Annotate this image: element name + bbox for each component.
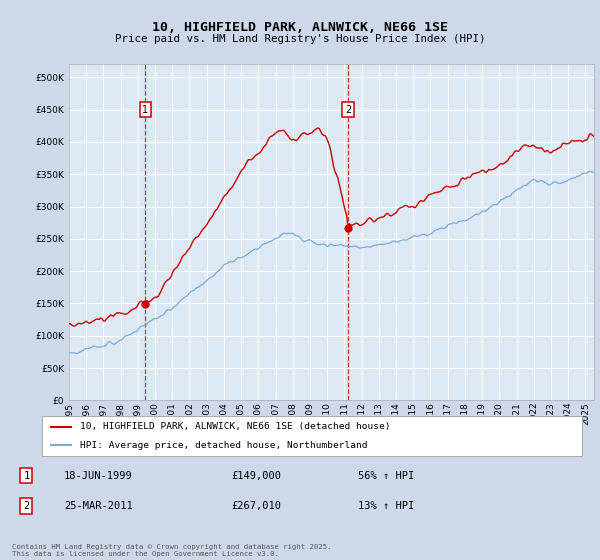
Text: 56% ↑ HPI: 56% ↑ HPI — [358, 470, 414, 480]
Text: 1: 1 — [142, 105, 148, 115]
Text: 10, HIGHFIELD PARK, ALNWICK, NE66 1SE: 10, HIGHFIELD PARK, ALNWICK, NE66 1SE — [152, 21, 448, 34]
Text: 13% ↑ HPI: 13% ↑ HPI — [358, 501, 414, 511]
Text: HPI: Average price, detached house, Northumberland: HPI: Average price, detached house, Nort… — [80, 441, 367, 450]
Text: 10, HIGHFIELD PARK, ALNWICK, NE66 1SE (detached house): 10, HIGHFIELD PARK, ALNWICK, NE66 1SE (d… — [80, 422, 391, 431]
Text: 2: 2 — [23, 501, 29, 511]
Text: 18-JUN-1999: 18-JUN-1999 — [64, 470, 133, 480]
Text: 1: 1 — [23, 470, 29, 480]
Text: 2: 2 — [345, 105, 351, 115]
Text: Contains HM Land Registry data © Crown copyright and database right 2025.
This d: Contains HM Land Registry data © Crown c… — [12, 544, 331, 557]
Text: £267,010: £267,010 — [231, 501, 281, 511]
Text: £149,000: £149,000 — [231, 470, 281, 480]
Text: 25-MAR-2011: 25-MAR-2011 — [64, 501, 133, 511]
Text: Price paid vs. HM Land Registry's House Price Index (HPI): Price paid vs. HM Land Registry's House … — [115, 34, 485, 44]
